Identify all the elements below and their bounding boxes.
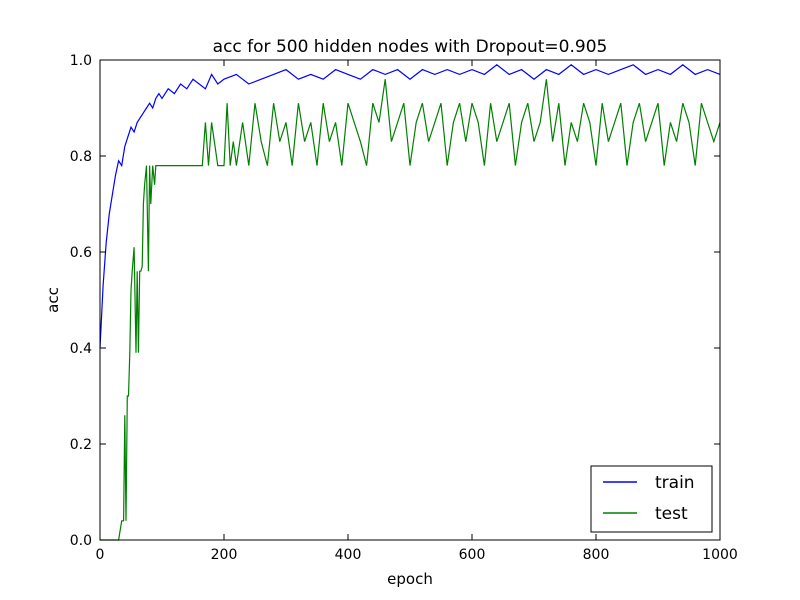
series-line-train [99, 64, 721, 349]
x-tick-label: 200 [211, 547, 238, 563]
y-tick-label: 1.0 [70, 53, 92, 69]
series-line-test [100, 79, 721, 541]
ticks-layer: 0 200 400 600 800 1000 0.0 0.2 0.4 0.6 0.8 1.0 [70, 53, 738, 563]
y-tick-label: 0.6 [70, 245, 92, 261]
series-layer [99, 64, 721, 541]
plot-frame [99, 59, 721, 541]
y-tick-label: 0.8 [70, 149, 92, 165]
x-tick-label: 600 [459, 547, 486, 563]
y-tick-label: 0.0 [70, 533, 92, 549]
y-tick-label: 0.2 [70, 437, 92, 453]
y-axis-label: acc [44, 287, 62, 313]
y-tick-label: 0.4 [70, 341, 92, 357]
x-tick-label: 800 [583, 547, 610, 563]
x-tick-label: 400 [335, 547, 362, 563]
legend-label-train: train [655, 473, 695, 493]
chart-title: acc for 500 hidden nodes with Dropout=0.… [213, 37, 608, 57]
x-axis-label: epoch [387, 570, 433, 588]
legend-label-test: test [655, 504, 688, 524]
legend-box [590, 465, 713, 533]
x-tick-label: 1000 [702, 547, 738, 563]
legend: train test [590, 465, 713, 533]
x-tick-label: 0 [96, 547, 105, 563]
